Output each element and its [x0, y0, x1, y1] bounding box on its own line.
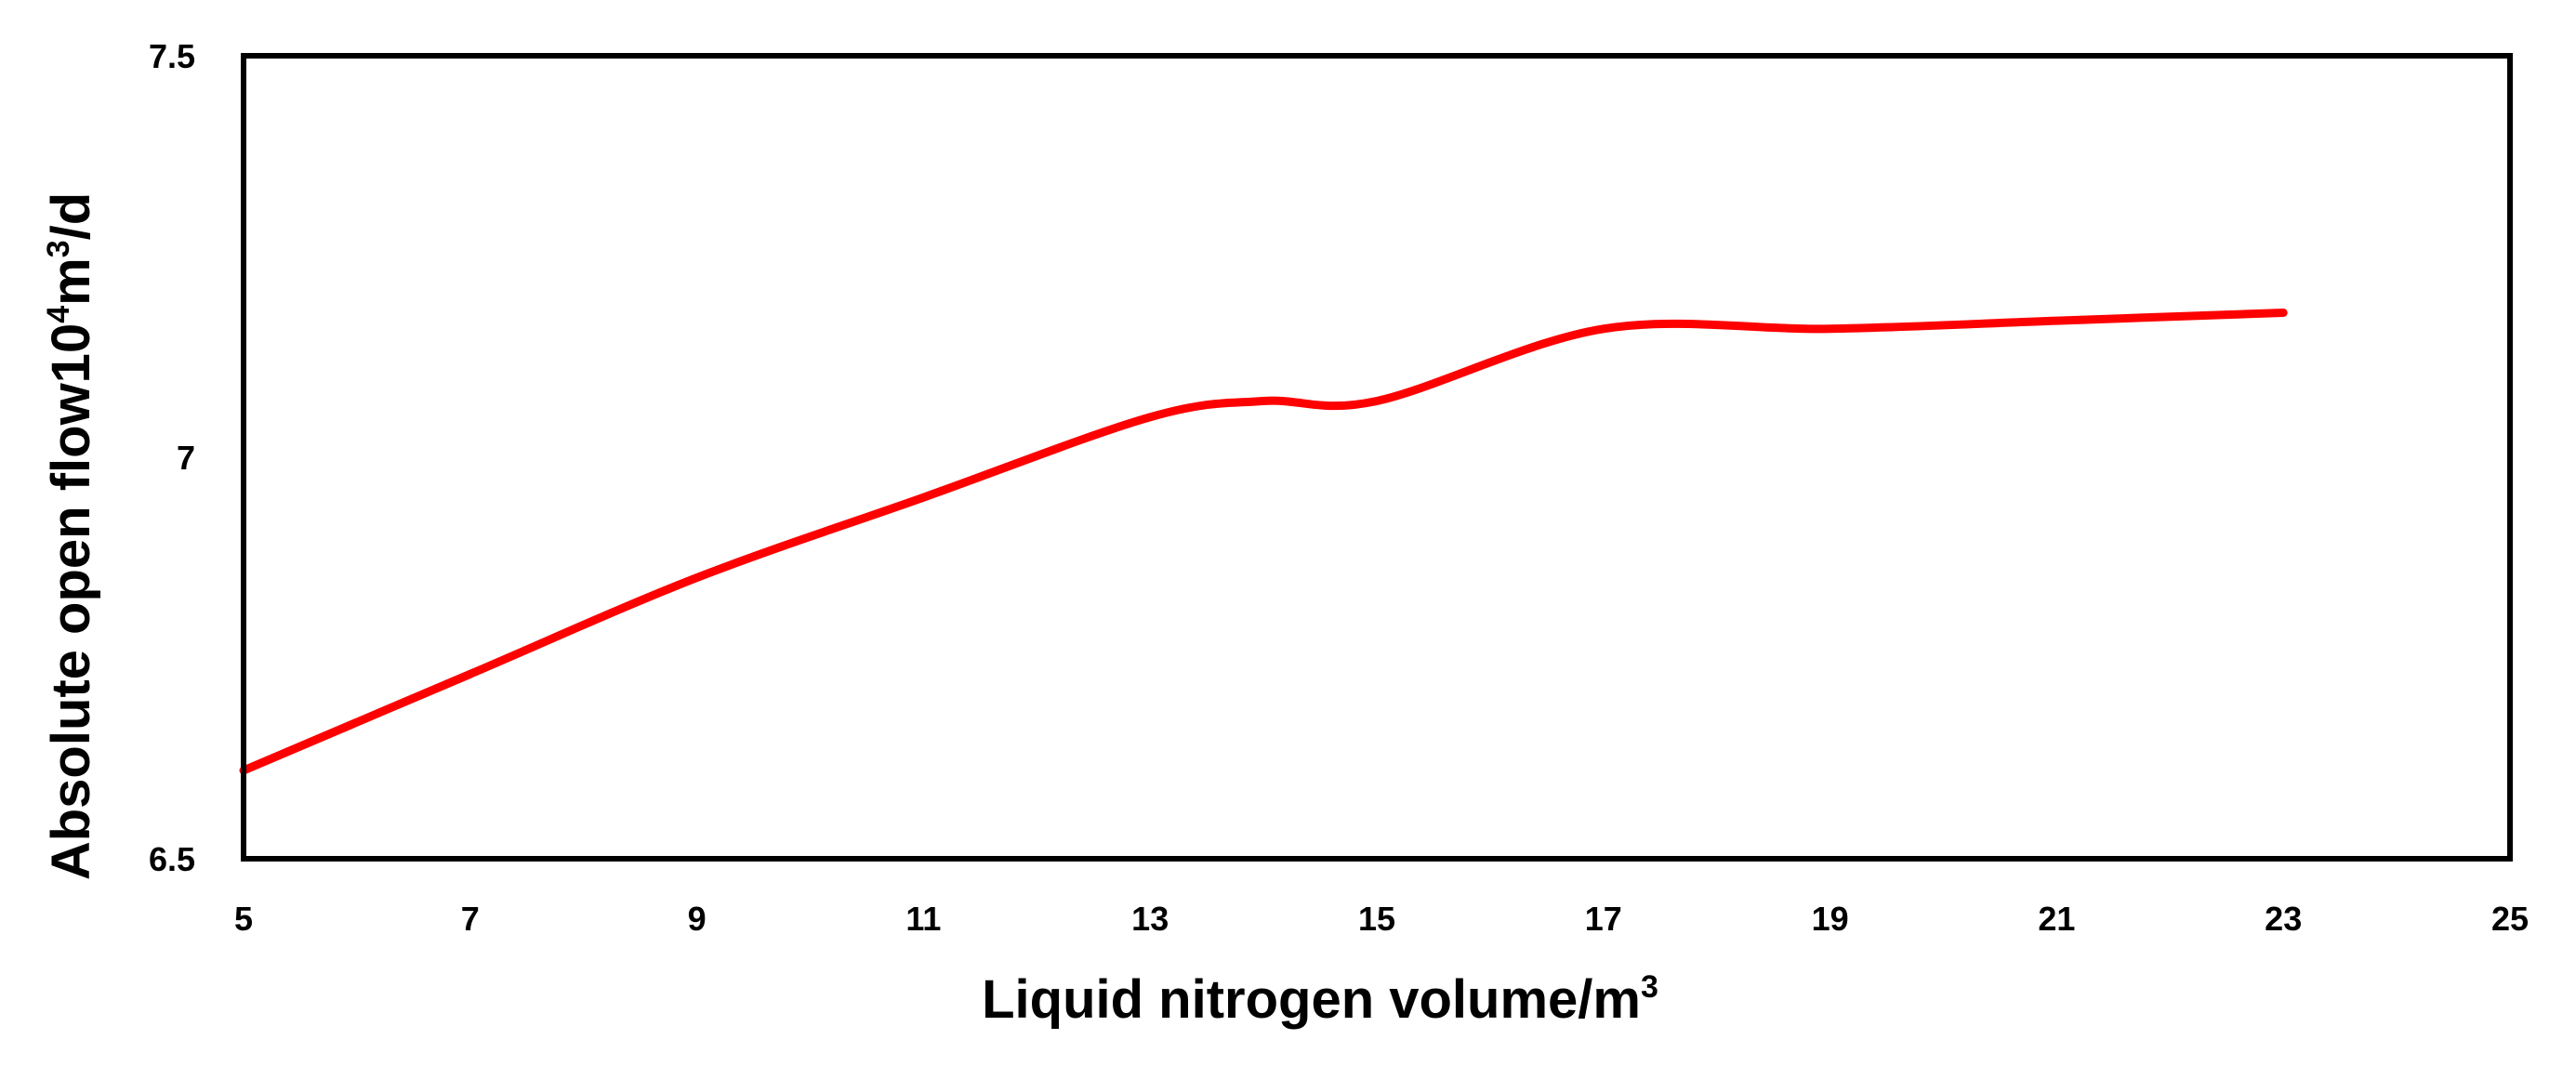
- y-axis-title-superscript-1: 4: [41, 306, 76, 323]
- x-axis-ticks: 5 7 9 11 13 15 17 19 21 23 25: [234, 900, 2529, 938]
- x-tick-label: 17: [1585, 900, 1622, 938]
- y-axis-title: Absolute open flow104m3/d: [41, 192, 101, 880]
- x-tick-label: 15: [1358, 900, 1395, 938]
- series-line-0: [239, 309, 2288, 775]
- y-axis-ticks: 6.5 7 7.5: [149, 37, 195, 878]
- y-tick-label: 7: [177, 439, 195, 477]
- x-tick-label: 9: [688, 900, 707, 938]
- x-tick-label: 19: [1812, 900, 1849, 938]
- y-tick-label: 6.5: [149, 840, 195, 878]
- x-axis-title-text: Liquid nitrogen volume/m: [982, 969, 1641, 1030]
- x-tick-label: 7: [461, 900, 480, 938]
- plot-frame: [241, 53, 2513, 862]
- y-axis-title-unit: m: [41, 257, 101, 306]
- y-axis-title-text: Absolute open flow10: [41, 323, 101, 880]
- x-tick-label: 13: [1131, 900, 1169, 938]
- x-axis-title-superscript: 3: [1641, 969, 1658, 1005]
- x-tick-label: 25: [2491, 900, 2529, 938]
- y-axis-title-superscript-2: 3: [41, 240, 76, 257]
- y-axis-title-suffix: /d: [41, 192, 101, 241]
- x-tick-label: 5: [234, 900, 253, 938]
- plot-area: [239, 53, 2513, 862]
- x-axis-title: Liquid nitrogen volume/m3: [982, 969, 1658, 1030]
- y-tick-label: 7.5: [149, 37, 195, 75]
- x-tick-label: 21: [2038, 900, 2075, 938]
- x-tick-label: 23: [2265, 900, 2302, 938]
- x-tick-label: 11: [905, 900, 941, 938]
